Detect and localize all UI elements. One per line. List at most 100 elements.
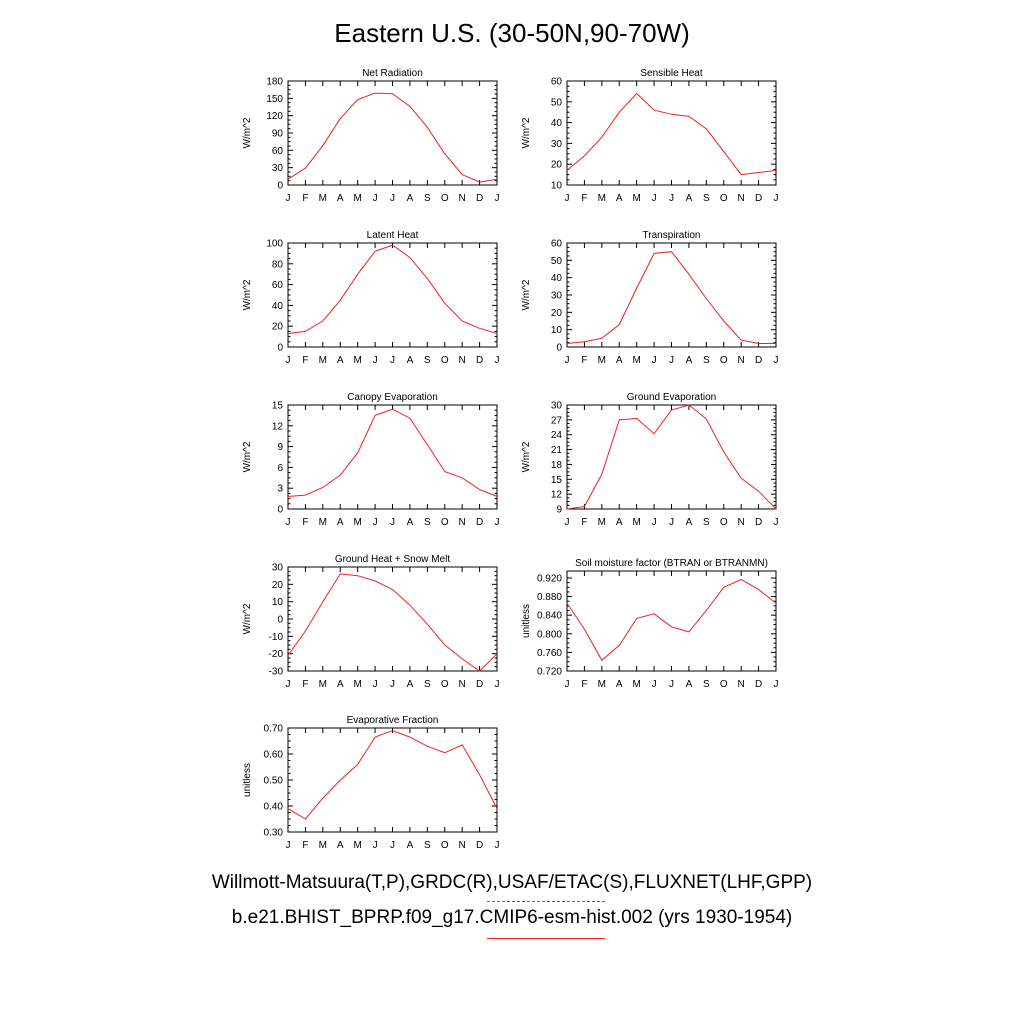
x-tick-label: A <box>686 679 693 690</box>
y-tick-label: 0 <box>556 343 562 354</box>
plot-frame <box>287 242 498 348</box>
x-tick-label: O <box>441 517 449 528</box>
x-tick-label: S <box>703 355 710 366</box>
plot-frame <box>287 727 498 833</box>
panel-title: Soil moisture factor (BTRAN or BTRANMN) <box>575 558 768 569</box>
plot-frame <box>287 404 498 510</box>
x-tick-label: J <box>669 193 674 204</box>
model-caption: b.e21.BHIST_BPRP.f09_g17.CMIP6-esm-hist.… <box>231 907 793 928</box>
x-tick-label: N <box>459 679 466 690</box>
y-tick-label: 60 <box>551 239 563 250</box>
x-tick-label: A <box>407 355 414 366</box>
y-tick-label: 0.760 <box>537 648 562 659</box>
y-tick-label: 10 <box>272 597 284 608</box>
y-tick-label: 0.840 <box>537 611 562 622</box>
y-tick-label: 10 <box>551 325 563 336</box>
panel-title: Ground Evaporation <box>627 392 717 403</box>
x-tick-label: D <box>476 355 483 366</box>
x-tick-label: J <box>390 840 395 851</box>
x-tick-label: J <box>286 193 291 204</box>
page-title: Eastern U.S. (30-50N,90-70W) <box>334 18 690 48</box>
x-tick-label: J <box>652 193 657 204</box>
x-tick-label: A <box>616 679 623 690</box>
y-axis-label: W/m^2 <box>242 603 253 634</box>
x-tick-label: J <box>390 517 395 528</box>
series-line <box>566 92 777 176</box>
y-tick-label: 27 <box>551 415 563 426</box>
plot-frame <box>566 242 777 348</box>
x-tick-label: J <box>565 355 570 366</box>
obs-caption: Willmott-Matsuura(T,P),GRDC(R),USAF/ETAC… <box>211 872 813 893</box>
panel-title: Sensible Heat <box>640 68 702 79</box>
x-tick-label: F <box>581 193 587 204</box>
y-tick-label: 0.800 <box>537 629 562 640</box>
x-tick-label: J <box>495 679 500 690</box>
x-tick-label: J <box>652 679 657 690</box>
y-tick-label: 40 <box>551 273 563 284</box>
panel-title: Evaporative Fraction <box>347 715 439 726</box>
obs-legend-line <box>487 901 605 902</box>
chart-panel: Ground Heat + Snow Melt W/m^2 -30 -20 -10 0 10… <box>242 554 500 690</box>
x-tick-label: F <box>581 355 587 366</box>
x-tick-label: N <box>459 355 466 366</box>
x-tick-label: J <box>373 840 378 851</box>
x-tick-label: A <box>616 193 623 204</box>
x-tick-label: M <box>353 679 361 690</box>
x-tick-label: M <box>353 355 361 366</box>
panel-title: Canopy Evaporation <box>347 392 438 403</box>
plot-frame <box>287 566 498 672</box>
x-tick-label: M <box>319 679 327 690</box>
panel-title: Ground Heat + Snow Melt <box>335 554 451 565</box>
panel-title: Latent Heat <box>367 230 419 241</box>
x-tick-label: D <box>755 193 762 204</box>
x-tick-label: A <box>686 517 693 528</box>
x-tick-label: M <box>598 517 606 528</box>
x-tick-label: D <box>476 517 483 528</box>
y-tick-label: 12 <box>551 490 563 501</box>
x-tick-label: O <box>720 679 728 690</box>
x-tick-label: O <box>441 355 449 366</box>
x-tick-label: N <box>738 517 745 528</box>
y-tick-label: 30 <box>551 139 563 150</box>
y-tick-label: 50 <box>551 256 563 267</box>
y-tick-label: 20 <box>272 322 284 333</box>
y-tick-label: 30 <box>551 291 563 302</box>
plot-frame <box>287 80 498 186</box>
x-tick-label: J <box>495 355 500 366</box>
x-tick-label: A <box>337 355 344 366</box>
x-tick-label: A <box>337 840 344 851</box>
x-tick-label: N <box>738 679 745 690</box>
x-tick-label: N <box>738 193 745 204</box>
x-tick-label: J <box>774 355 779 366</box>
x-tick-label: J <box>652 517 657 528</box>
x-tick-label: F <box>302 517 308 528</box>
x-tick-label: J <box>373 679 378 690</box>
y-tick-label: 90 <box>272 129 284 140</box>
y-axis-label: W/m^2 <box>521 441 532 472</box>
x-tick-label: J <box>373 193 378 204</box>
x-tick-label: M <box>598 355 606 366</box>
y-tick-label: 40 <box>551 118 563 129</box>
chart-panel: Evaporative Fraction unitless 0.30 0.40 0.50… <box>242 715 500 851</box>
x-tick-label: F <box>581 517 587 528</box>
x-tick-label: M <box>632 193 640 204</box>
series-line <box>566 404 777 510</box>
x-tick-label: M <box>353 840 361 851</box>
x-tick-label: A <box>337 679 344 690</box>
y-tick-label: 24 <box>551 430 563 441</box>
y-tick-label: 0 <box>277 505 283 516</box>
x-tick-label: S <box>424 517 431 528</box>
y-tick-label: 0.720 <box>537 667 562 678</box>
x-tick-label: A <box>337 193 344 204</box>
x-tick-label: D <box>755 355 762 366</box>
x-tick-label: A <box>686 355 693 366</box>
y-tick-label: 0.70 <box>264 724 284 735</box>
x-tick-label: O <box>441 193 449 204</box>
y-tick-label: 15 <box>272 401 284 412</box>
x-tick-label: D <box>755 517 762 528</box>
y-axis-label: W/m^2 <box>521 279 532 310</box>
y-tick-label: 9 <box>556 505 562 516</box>
y-tick-label: 0.50 <box>264 776 284 787</box>
